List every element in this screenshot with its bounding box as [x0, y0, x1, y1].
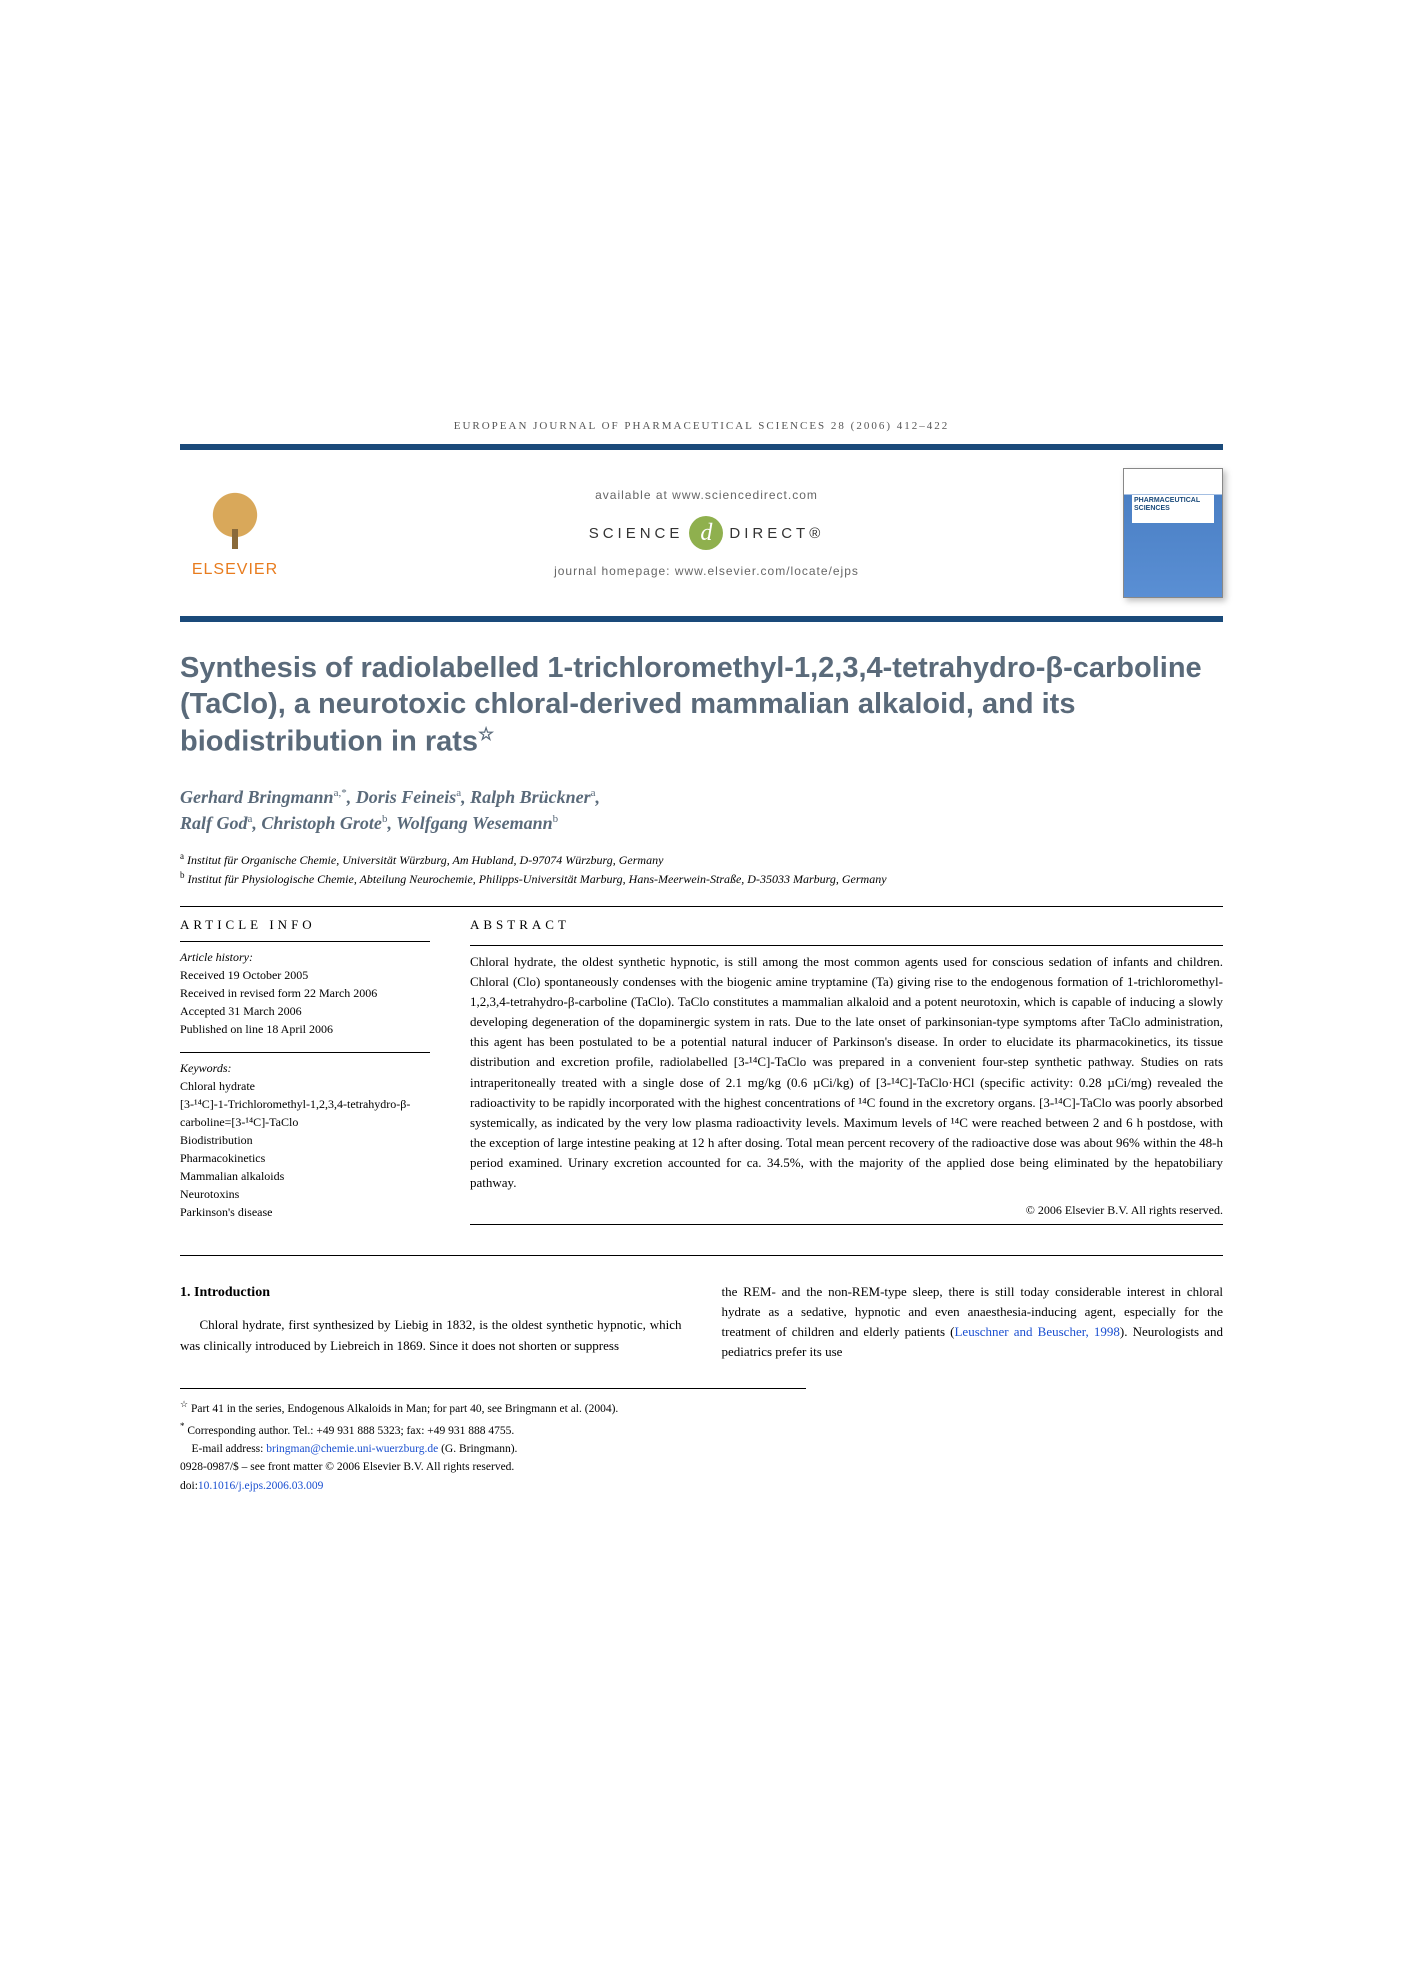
body-columns: 1. Introduction Chloral hydrate, first s…: [180, 1282, 1223, 1363]
sd-left: SCIENCE: [589, 525, 684, 542]
affiliations: a Institut für Organische Chemie, Univer…: [180, 850, 1223, 888]
abstract: ABSTRACT Chloral hydrate, the oldest syn…: [470, 917, 1223, 1235]
history-text: Received 19 October 2005 Received in rev…: [180, 966, 430, 1038]
body-col-left: 1. Introduction Chloral hydrate, first s…: [180, 1282, 682, 1363]
keywords-title: Keywords:: [180, 1059, 430, 1077]
affiliation-b: b Institut für Physiologische Chemie, Ab…: [180, 869, 1223, 888]
email-label: E-mail address:: [192, 1443, 267, 1455]
divider: [180, 941, 430, 942]
info-abstract-row: ARTICLE INFO Article history: Received 1…: [180, 917, 1223, 1235]
affil-b-text: Institut für Physiologische Chemie, Abte…: [185, 872, 887, 886]
footnotes: ☆ Part 41 in the series, Endogenous Alka…: [180, 1388, 806, 1495]
footnote-email: E-mail address: bringman@chemie.uni-wuer…: [180, 1440, 806, 1458]
author-5: , Christoph Grote: [252, 813, 382, 833]
author-4: Ralf God: [180, 813, 248, 833]
author-comma: ,: [596, 787, 601, 807]
title-footnote-star: ☆: [478, 724, 494, 744]
email-after: (G. Bringmann).: [438, 1443, 517, 1455]
abstract-text: Chloral hydrate, the oldest synthetic hy…: [470, 952, 1223, 1194]
header-center: available at www.sciencedirect.com SCIEN…: [290, 488, 1123, 578]
running-head: EUROPEAN JOURNAL OF PHARMACEUTICAL SCIEN…: [180, 420, 1223, 432]
author-6: , Wolfgang Wesemann: [387, 813, 552, 833]
divider: [180, 1255, 1223, 1256]
affiliation-a: a Institut für Organische Chemie, Univer…: [180, 850, 1223, 869]
author-6-affil: b: [553, 813, 559, 825]
doi-label: doi:: [180, 1480, 198, 1492]
footnote-corresponding: * Corresponding author. Tel.: +49 931 88…: [180, 1419, 806, 1440]
divider: [180, 906, 1223, 907]
elsevier-tree-icon: [200, 487, 270, 557]
footnote-series-text: Part 41 in the series, Endogenous Alkalo…: [188, 1403, 618, 1415]
author-1-affil: a,*: [334, 787, 347, 799]
copyright: © 2006 Elsevier B.V. All rights reserved…: [470, 1203, 1223, 1218]
sd-right: DIRECT®: [729, 525, 824, 542]
affil-a-text: Institut für Organische Chemie, Universi…: [184, 853, 663, 867]
footnote-star-icon: ☆: [180, 1399, 188, 1409]
intro-para-right: the REM- and the non-REM-type sleep, the…: [722, 1282, 1224, 1363]
journal-header: ELSEVIER available at www.sciencedirect.…: [180, 444, 1223, 622]
article-history: Article history: Received 19 October 200…: [180, 948, 430, 1038]
abstract-heading: ABSTRACT: [470, 917, 1223, 933]
sciencedirect-logo: SCIENCE d DIRECT®: [589, 516, 825, 550]
sd-at-icon: d: [689, 516, 723, 550]
divider: [470, 945, 1223, 946]
footnote-corr-text: Corresponding author. Tel.: +49 931 888 …: [185, 1424, 515, 1436]
divider: [180, 1052, 430, 1053]
journal-homepage: journal homepage: www.elsevier.com/locat…: [290, 564, 1123, 578]
article-info-heading: ARTICLE INFO: [180, 917, 430, 933]
intro-para-left: Chloral hydrate, first synthesized by Li…: [180, 1315, 682, 1355]
doi-link[interactable]: 10.1016/j.ejps.2006.03.009: [198, 1480, 324, 1492]
email-link[interactable]: bringman@chemie.uni-wuerzburg.de: [266, 1443, 438, 1455]
elsevier-name: ELSEVIER: [180, 561, 290, 579]
footnote-doi: doi:10.1016/j.ejps.2006.03.009: [180, 1477, 806, 1495]
body-col-right: the REM- and the non-REM-type sleep, the…: [722, 1282, 1224, 1363]
footnote-front-matter: 0928-0987/$ – see front matter © 2006 El…: [180, 1458, 806, 1476]
divider: [470, 1224, 1223, 1225]
elsevier-logo: ELSEVIER: [180, 487, 290, 579]
keywords-text: Chloral hydrate [3-¹⁴C]-1-Trichloromethy…: [180, 1077, 430, 1221]
history-title: Article history:: [180, 948, 430, 966]
citation-link[interactable]: Leuschner and Beuscher, 1998: [954, 1324, 1119, 1339]
article-info: ARTICLE INFO Article history: Received 1…: [180, 917, 430, 1235]
section-1-heading: 1. Introduction: [180, 1282, 682, 1304]
author-2: , Doris Feineis: [347, 787, 457, 807]
available-at: available at www.sciencedirect.com: [290, 488, 1123, 502]
article-title: Synthesis of radiolabelled 1-trichlorome…: [180, 650, 1223, 759]
title-text: Synthesis of radiolabelled 1-trichlorome…: [180, 652, 1202, 757]
cover-label: PHARMACEUTICAL SCIENCES: [1134, 497, 1212, 512]
journal-cover-thumbnail: PHARMACEUTICAL SCIENCES: [1123, 468, 1223, 598]
author-3: , Ralph Brückner: [461, 787, 591, 807]
footnote-series: ☆ Part 41 in the series, Endogenous Alka…: [180, 1397, 806, 1418]
author-1: Gerhard Bringmann: [180, 787, 334, 807]
author-list: Gerhard Bringmanna,*, Doris Feineisa, Ra…: [180, 785, 1223, 835]
keywords: Keywords: Chloral hydrate [3-¹⁴C]-1-Tric…: [180, 1059, 430, 1221]
